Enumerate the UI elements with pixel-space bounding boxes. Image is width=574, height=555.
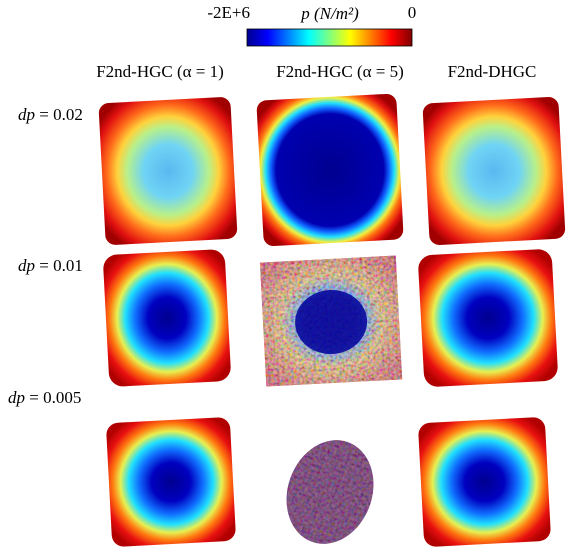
row-symbol: dp bbox=[18, 105, 35, 124]
row-label: dp = 0.005 bbox=[8, 388, 81, 407]
column-header: F2nd-DHGC bbox=[448, 62, 537, 81]
field-panel bbox=[418, 249, 559, 388]
row-value: = 0.01 bbox=[39, 256, 83, 275]
row-value: = 0.005 bbox=[29, 388, 81, 407]
row-value: = 0.02 bbox=[39, 105, 83, 124]
row-symbol: dp bbox=[18, 256, 35, 275]
row-symbol: dp bbox=[8, 388, 25, 407]
figure: -2E+6 p (N/m²) 0 F2nd-HGC (α = 1) F2nd-H… bbox=[0, 0, 574, 555]
field-panel bbox=[106, 417, 236, 547]
colorbar bbox=[247, 29, 412, 46]
field-panel bbox=[260, 256, 402, 387]
column-header: F2nd-HGC (α = 5) bbox=[276, 62, 404, 81]
row-label: dp = 0.02 bbox=[18, 105, 83, 124]
colorbar-label: p (N/m²) bbox=[300, 4, 359, 23]
column-header: F2nd-HGC (α = 1) bbox=[96, 62, 224, 81]
field-noise bbox=[272, 428, 387, 555]
field-panel bbox=[103, 249, 232, 387]
field-panel bbox=[98, 97, 237, 246]
field-panel bbox=[418, 417, 551, 547]
field-panel bbox=[256, 93, 403, 246]
field-panel bbox=[272, 428, 387, 555]
colorbar-max: 0 bbox=[408, 3, 417, 22]
row-label: dp = 0.01 bbox=[18, 256, 83, 275]
field-panel bbox=[422, 97, 565, 246]
colorbar-min: -2E+6 bbox=[207, 3, 250, 22]
